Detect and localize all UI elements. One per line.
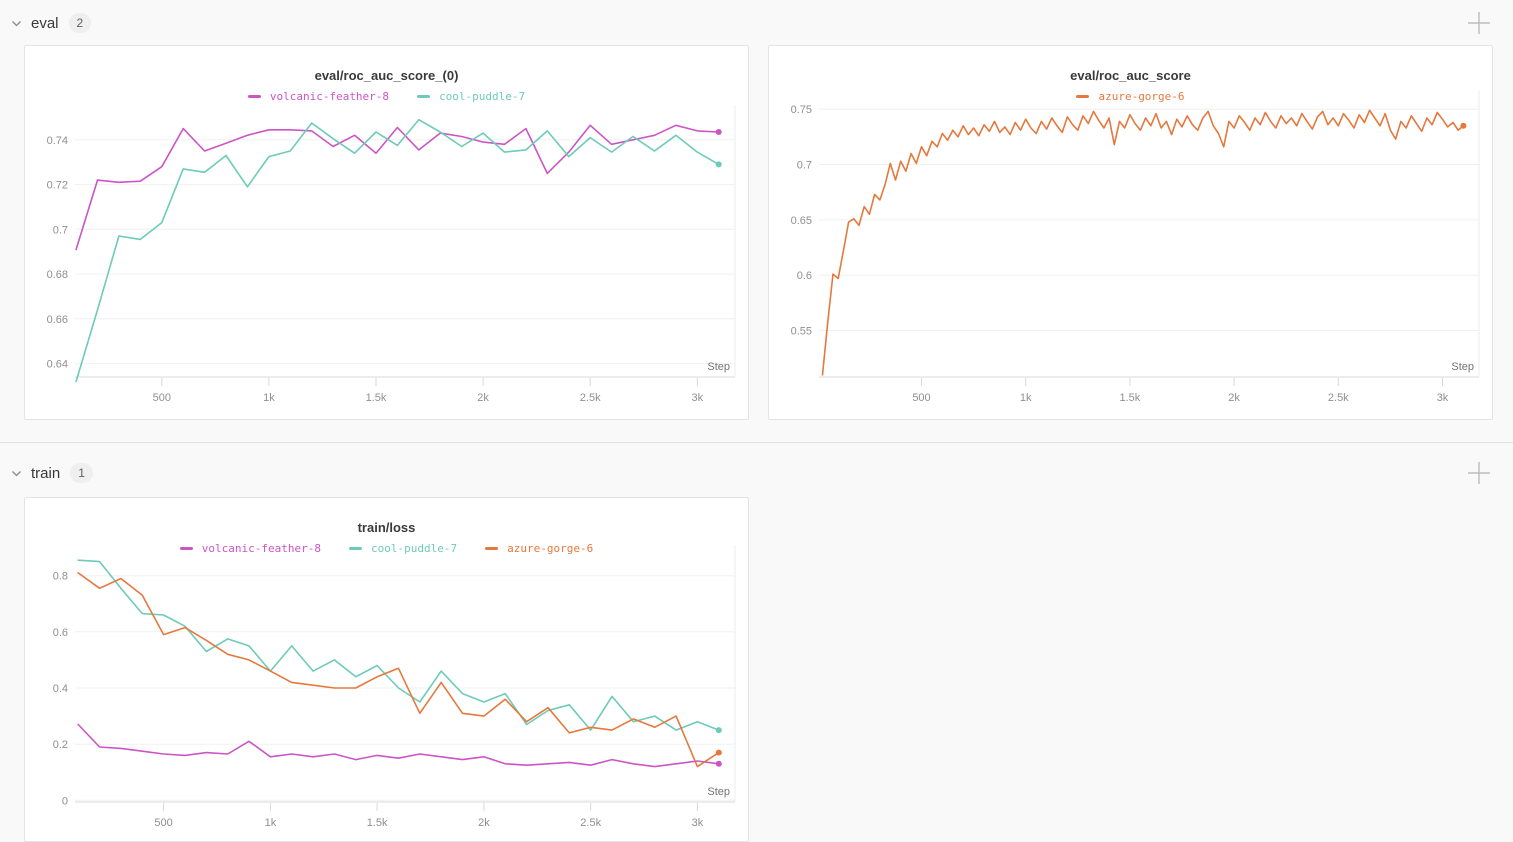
legend-item-azure-gorge-6[interactable]: azure-gorge-6 xyxy=(485,542,593,555)
legend-run-name: volcanic-feather-8 xyxy=(201,542,322,555)
series-end-dot-azure-gorge-6 xyxy=(1460,122,1467,129)
x-tick-label: 1.5k xyxy=(1120,392,1141,404)
series-line-azure-gorge-6[interactable] xyxy=(821,109,1465,376)
add-panel-button[interactable] xyxy=(1465,459,1493,487)
series-line-volcanic-feather-8[interactable] xyxy=(77,723,720,768)
x-tick-label: 2k xyxy=(1228,392,1240,404)
legend-dash-icon xyxy=(349,547,363,550)
legend-dash-icon xyxy=(247,95,261,98)
chart-legend: azure-gorge-6 xyxy=(769,90,1492,103)
x-tick-label: 2.5k xyxy=(1328,392,1349,404)
y-tick-label: 0.75 xyxy=(791,104,812,116)
x-tick-label: 1k xyxy=(263,392,275,404)
series-line-azure-gorge-6[interactable] xyxy=(77,572,720,768)
x-tick-label: 500 xyxy=(912,392,930,404)
section-train-header: train 1 xyxy=(0,443,1513,497)
chart-legend: volcanic-feather-8 cool-puddle-7 azure-gor… xyxy=(25,542,748,555)
legend-item-azure-gorge-6[interactable]: azure-gorge-6 xyxy=(1076,90,1185,103)
section-title: train xyxy=(31,464,61,482)
chart-title: train/loss xyxy=(357,520,416,535)
legend-run-name: cool-puddle-7 xyxy=(371,542,458,555)
x-tick-label: 2.5k xyxy=(580,817,601,829)
chevron-down-icon[interactable] xyxy=(10,467,23,480)
section-eval-header: eval 2 xyxy=(0,0,1513,45)
legend-run-name: cool-puddle-7 xyxy=(439,90,526,103)
series-end-dot-cool-puddle-7 xyxy=(715,161,722,168)
chart-canvas[interactable]: 0.64 0.66 0.68 0.7 0.72 0.74 500 1k 1.5k 2k 2.5k 3k… xyxy=(25,46,748,419)
series-line-cool-puddle-7[interactable] xyxy=(77,559,720,731)
series-end-dot-cool-puddle-7 xyxy=(715,727,722,734)
series-end-dot-azure-gorge-6 xyxy=(715,749,722,756)
panel-count-badge: 1 xyxy=(70,463,93,483)
series-line-cool-puddle-7[interactable] xyxy=(75,118,720,383)
section-divider xyxy=(0,442,1513,443)
x-tick-label: 3k xyxy=(691,392,703,404)
legend-item-cool-puddle-7[interactable]: cool-puddle-7 xyxy=(349,542,457,555)
x-axis-title: Step xyxy=(1451,361,1474,373)
eval-panel-row: 0.64 0.66 0.68 0.7 0.72 0.74 500 1k 1.5k 2k 2.5k 3k… xyxy=(0,45,1513,420)
x-tick-label: 2.5k xyxy=(580,392,601,404)
y-tick-label: 0.8 xyxy=(53,571,68,583)
legend-dash-icon xyxy=(179,547,193,550)
chart-panel-eval-roc-auc-score-0: 0.64 0.66 0.68 0.7 0.72 0.74 500 1k 1.5k 2k 2.5k 3k… xyxy=(24,45,749,420)
y-tick-label: 0.66 xyxy=(47,314,68,326)
add-panel-button[interactable] xyxy=(1465,9,1493,37)
y-tick-label: 0.6 xyxy=(797,270,812,282)
legend-run-name: azure-gorge-6 xyxy=(507,542,594,555)
y-tick-label: 0.72 xyxy=(47,180,68,192)
x-tick-label: 500 xyxy=(153,392,171,404)
chart-title: eval/roc_auc_score_(0) xyxy=(314,68,459,83)
x-axis-title: Step xyxy=(707,786,730,798)
x-tick-label: 1k xyxy=(265,817,277,829)
legend-item-volcanic-feather-8[interactable]: volcanic-feather-8 xyxy=(179,542,322,555)
legend-dash-icon xyxy=(417,95,431,98)
y-tick-label: 0.55 xyxy=(791,326,812,338)
legend-item-cool-puddle-7[interactable]: cool-puddle-7 xyxy=(417,90,525,103)
section-train: train 1 0 0.2 0.4 0.6 0.8 500 1k 1.5k 2k 2.5k 3k St… xyxy=(0,443,1513,842)
chart-canvas[interactable]: 0.55 0.6 0.65 0.7 0.75 500 1k 1.5k 2k 2.5k 3k Step xyxy=(769,46,1492,419)
legend-item-volcanic-feather-8[interactable]: volcanic-feather-8 xyxy=(247,90,390,103)
section-eval: eval 2 0.64 0.66 0.68 0.7 0.72 0.74 500 1k 1.5k 2… xyxy=(0,0,1513,420)
chart-panel-eval-roc-auc-score: 0.55 0.6 0.65 0.7 0.75 500 1k 1.5k 2k 2.5k 3k Step … xyxy=(768,45,1493,420)
x-tick-label: 500 xyxy=(154,817,172,829)
chart-canvas[interactable]: 0 0.2 0.4 0.6 0.8 500 1k 1.5k 2k 2.5k 3k Step xyxy=(25,498,748,841)
x-tick-label: 3k xyxy=(1437,392,1449,404)
x-tick-label: 2k xyxy=(477,392,489,404)
y-tick-label: 0.7 xyxy=(797,160,812,172)
panel-count-badge: 2 xyxy=(68,13,92,33)
series-end-dot-volcanic-feather-8 xyxy=(715,129,722,135)
chart-panel-train-loss: 0 0.2 0.4 0.6 0.8 500 1k 1.5k 2k 2.5k 3k Step train… xyxy=(24,497,749,842)
x-tick-label: 3k xyxy=(692,817,704,829)
y-tick-label: 0.7 xyxy=(53,224,68,236)
x-tick-label: 1.5k xyxy=(367,817,388,829)
legend-dash-icon xyxy=(1076,95,1090,98)
legend-run-name: volcanic-feather-8 xyxy=(269,90,390,103)
chart-title: eval/roc_auc_score xyxy=(1070,68,1191,83)
legend-run-name: azure-gorge-6 xyxy=(1098,90,1185,103)
train-panel-row: 0 0.2 0.4 0.6 0.8 500 1k 1.5k 2k 2.5k 3k Step train… xyxy=(0,497,1513,842)
x-tick-label: 1k xyxy=(1020,392,1032,404)
y-tick-label: 0.65 xyxy=(791,215,812,227)
y-tick-label: 0.4 xyxy=(53,683,68,695)
series-end-dot-volcanic-feather-8 xyxy=(715,760,722,767)
chevron-down-icon[interactable] xyxy=(10,17,23,30)
y-tick-label: 0.2 xyxy=(53,739,68,751)
y-tick-label: 0.64 xyxy=(47,359,68,371)
y-tick-label: 0.68 xyxy=(47,269,68,281)
y-tick-label: 0 xyxy=(62,795,68,807)
x-tick-label: 2k xyxy=(478,817,490,829)
y-tick-label: 0.74 xyxy=(47,135,68,147)
chart-legend: volcanic-feather-8 cool-puddle-7 xyxy=(25,90,748,103)
legend-dash-icon xyxy=(485,547,499,550)
x-axis-title: Step xyxy=(707,361,730,373)
series-line-volcanic-feather-8[interactable] xyxy=(75,124,720,251)
section-title: eval xyxy=(31,14,59,32)
y-tick-label: 0.6 xyxy=(53,627,68,639)
x-tick-label: 1.5k xyxy=(366,392,387,404)
